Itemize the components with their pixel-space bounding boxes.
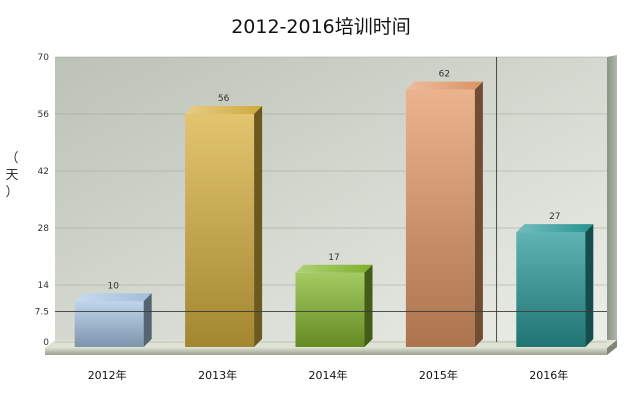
plot-side-wall bbox=[607, 55, 617, 346]
y-tick-label: 14 bbox=[38, 281, 50, 291]
bar-side bbox=[474, 81, 483, 348]
bar-front bbox=[295, 272, 365, 347]
y-tick-label: 42 bbox=[38, 167, 49, 177]
bar-side bbox=[254, 106, 263, 347]
x-tick-label: 2012年 bbox=[88, 368, 127, 382]
bar-front bbox=[185, 114, 255, 347]
x-tick-label: 2015年 bbox=[419, 368, 458, 382]
bar-front bbox=[74, 301, 144, 347]
data-label: 17 bbox=[328, 253, 339, 263]
floor-front bbox=[45, 348, 607, 355]
data-label: 56 bbox=[218, 94, 230, 104]
bar-side bbox=[585, 224, 594, 347]
x-tick-label: 2016年 bbox=[529, 368, 568, 382]
data-label: 62 bbox=[439, 70, 450, 80]
bar-front bbox=[405, 89, 475, 348]
bar-top bbox=[405, 81, 483, 90]
x-tick-label: 2014年 bbox=[309, 368, 348, 382]
floor-side bbox=[607, 340, 617, 355]
bar-top bbox=[74, 293, 152, 302]
bar-3 bbox=[405, 81, 483, 348]
bar-top bbox=[295, 264, 373, 273]
y-tick-label: 70 bbox=[38, 53, 50, 63]
bar-side bbox=[143, 293, 152, 347]
bar-1 bbox=[185, 106, 263, 347]
data-label: 10 bbox=[107, 281, 119, 291]
bar-side bbox=[364, 264, 373, 347]
x-tick-label: 2013年 bbox=[198, 368, 237, 382]
bar-4 bbox=[516, 224, 594, 347]
y-tick-label: 28 bbox=[38, 224, 50, 234]
y-tick-label: 7.5 bbox=[35, 307, 49, 317]
bar-top bbox=[516, 224, 594, 233]
bar-2 bbox=[295, 264, 373, 347]
y-axis-label: （天） bbox=[5, 151, 19, 200]
bar-front bbox=[516, 232, 586, 347]
data-label: 27 bbox=[549, 212, 560, 222]
bar-top bbox=[185, 106, 263, 114]
y-tick-label: 0 bbox=[43, 338, 49, 348]
y-tick-label: 56 bbox=[38, 110, 50, 120]
chart-title: 2012-2016培训时间 bbox=[231, 16, 411, 38]
bar-0 bbox=[74, 293, 152, 347]
